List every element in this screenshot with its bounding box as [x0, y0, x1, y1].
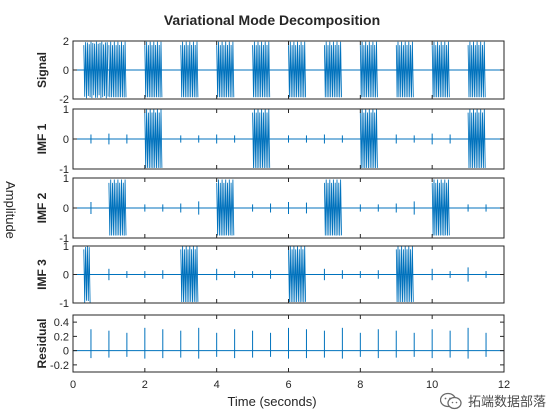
y-tick-label: 0.4	[54, 317, 69, 329]
burst-2	[216, 179, 235, 236]
burst-10	[395, 41, 414, 98]
burst-7	[288, 41, 307, 98]
burst-3	[323, 179, 342, 236]
panel-ylabel: Signal	[35, 52, 49, 88]
y-tick-label: -1	[59, 164, 69, 176]
panel-ylabel: Residual	[35, 318, 49, 368]
burst-9	[359, 41, 378, 98]
subplot-imf-2: -1 0 1 IMF 2	[35, 173, 505, 245]
watermark-text: 拓端数据部落	[467, 395, 546, 410]
panel-ylabel: IMF 1	[35, 123, 49, 154]
y-tick-label: 1	[63, 173, 69, 185]
subplots: -2 0 2 Signal -1 0 1 IMF 1 -1 0 1 IMF 2 -1 0 1 IMF 3 -0.…	[35, 36, 510, 391]
y-tick-label: 0.2	[54, 331, 69, 343]
x-tick-label: 12	[498, 379, 510, 391]
burst-1	[83, 245, 91, 303]
burst-4	[180, 41, 199, 98]
burst-4	[431, 179, 450, 236]
burst-3	[288, 245, 307, 303]
subplot-signal: -2 0 2 Signal	[35, 36, 505, 106]
burst-1	[144, 108, 163, 169]
x-tick-label: 0	[70, 379, 76, 391]
x-tick-label: 10	[426, 379, 438, 391]
wechat-logo-icon	[439, 392, 462, 409]
subplot-imf-3: -1 0 1 IMF 3	[35, 241, 505, 310]
burst-1	[83, 41, 109, 99]
figure-title: Variational Mode Decomposition	[164, 12, 380, 28]
subplot-imf-1: -1 0 1 IMF 1	[35, 104, 505, 176]
x-axis-label: Time (seconds)	[227, 394, 316, 409]
x-tick-label: 6	[285, 379, 291, 391]
panel-ylabel: IMF 3	[35, 259, 49, 290]
y-tick-label: -1	[59, 298, 69, 310]
burst-2	[180, 245, 199, 303]
burst-5	[216, 41, 235, 98]
panel-ylabel: IMF 2	[35, 192, 49, 223]
burst-1	[108, 179, 127, 236]
y-tick-label: -2	[59, 94, 69, 106]
y-tick-label: -0.2	[50, 360, 69, 372]
x-tick-label: 2	[142, 379, 148, 391]
burst-11	[431, 41, 450, 98]
y-tick-label: 2	[63, 36, 69, 48]
y-tick-label: 0	[63, 65, 69, 77]
x-tick-label: 4	[214, 379, 220, 391]
y-tick-label: 0	[63, 270, 69, 282]
y-tick-label: 1	[63, 241, 69, 253]
burst-3	[144, 41, 163, 98]
y-tick-label: 0	[63, 134, 69, 146]
y-tick-label: 1	[63, 104, 69, 116]
burst-4	[395, 245, 414, 303]
watermark: 拓端数据部落	[439, 391, 546, 410]
burst-3	[359, 108, 378, 169]
x-tick-label: 8	[357, 379, 363, 391]
burst-2	[108, 41, 127, 98]
burst-2	[252, 108, 271, 169]
burst-6	[252, 41, 271, 98]
y-tick-label: 0	[63, 346, 69, 358]
figure-ylabel: Amplitude	[3, 181, 18, 239]
burst-12	[467, 41, 486, 98]
y-tick-label: -1	[59, 233, 69, 245]
burst-4	[467, 108, 486, 169]
burst-8	[323, 41, 342, 98]
y-tick-label: 0	[63, 203, 69, 215]
